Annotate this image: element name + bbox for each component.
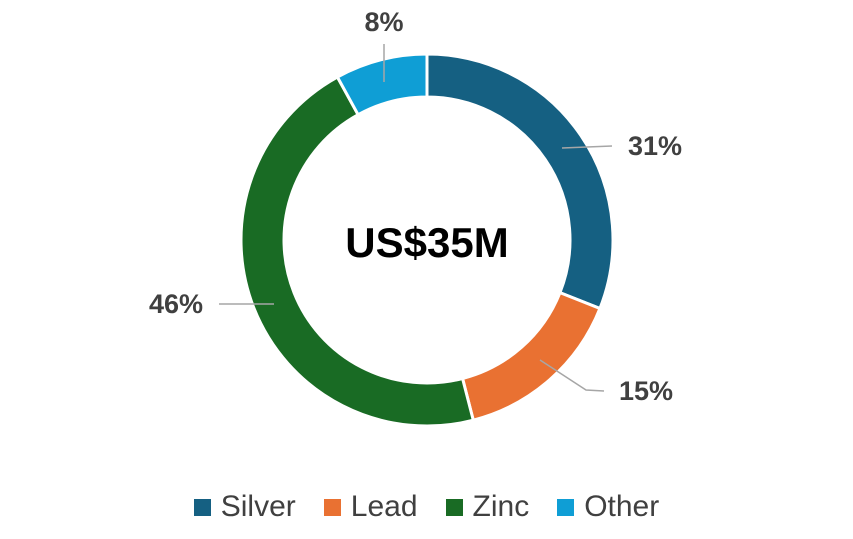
legend-swatch-silver <box>193 498 211 516</box>
legend-label-other: Other <box>584 490 660 523</box>
data-label-lead: 15% <box>619 376 673 406</box>
slice-zinc <box>239 74 476 428</box>
slice-lead <box>460 290 602 422</box>
legend-label-silver: Silver <box>220 490 296 523</box>
leader-line-silver <box>561 145 613 149</box>
center-label: US$35M <box>345 219 508 266</box>
donut-chart: 31% 15% 46% 8% US$35M <box>149 7 682 428</box>
legend-item-lead: Lead <box>323 490 418 524</box>
legend-swatch-zinc <box>445 498 463 516</box>
data-label-zinc: 46% <box>149 289 203 319</box>
legend-swatch-lead <box>323 498 341 516</box>
legend: Silver Lead Zinc Other <box>0 490 853 524</box>
legend-label-zinc: Zinc <box>472 490 530 523</box>
slice-other <box>335 52 429 117</box>
slice-silver <box>425 52 615 311</box>
data-labels: 31% 15% 46% 8% <box>149 7 682 406</box>
leader-line-lead <box>539 359 605 392</box>
legend-item-other: Other <box>557 490 659 524</box>
donut-slices <box>239 52 615 428</box>
legend-item-zinc: Zinc <box>445 490 530 524</box>
data-label-silver: 31% <box>628 131 682 161</box>
data-label-other: 8% <box>364 7 403 37</box>
legend-item-silver: Silver <box>193 490 296 524</box>
legend-label-lead: Lead <box>350 490 418 523</box>
leader-lines <box>219 44 613 392</box>
legend-swatch-other <box>557 498 575 516</box>
